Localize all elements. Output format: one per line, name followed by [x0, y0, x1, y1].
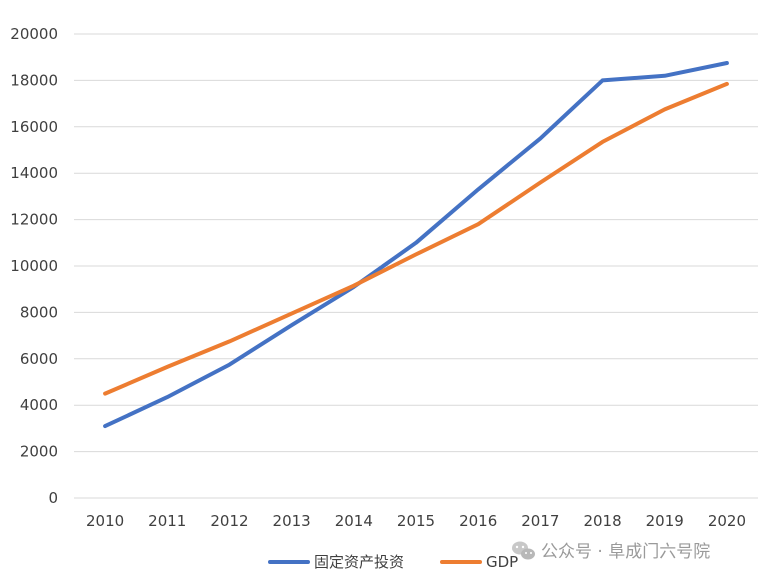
x-tick-label: 2016: [459, 512, 497, 530]
y-tick-label: 12000: [10, 211, 58, 229]
legend-entry-fixed-asset-investment: 固定资产投资: [268, 553, 404, 571]
watermark: 公众号 · 阜成门六号院: [512, 541, 710, 562]
y-tick-label: 4000: [20, 396, 58, 414]
series-line-fixed-asset-investment: [103, 61, 729, 429]
y-tick-label: 20000: [10, 25, 58, 43]
x-tick-label: 2014: [335, 512, 373, 530]
y-tick-label: 6000: [20, 350, 58, 368]
watermark-text: 公众号 · 阜成门六号院: [541, 542, 710, 562]
y-tick-label: 10000: [10, 257, 58, 275]
legend-label-gdp: GDP: [486, 553, 518, 571]
x-tick-label: 2019: [646, 512, 684, 530]
legend: 固定资产投资 GDP: [268, 553, 518, 571]
y-tick-label: 0: [48, 489, 58, 507]
x-tick-label: 2011: [148, 512, 186, 530]
y-axis-ticks: 0 2000 4000 6000 8000 10000 12000 14000 16000 180…: [10, 25, 58, 507]
x-tick-label: 2020: [708, 512, 746, 530]
x-tick-label: 2012: [210, 512, 248, 530]
legend-entry-gdp: GDP: [440, 553, 518, 571]
legend-label-fixed-asset-investment: 固定资产投资: [314, 553, 404, 571]
x-tick-label: 2015: [397, 512, 435, 530]
x-tick-label: 2018: [583, 512, 621, 530]
y-tick-label: 16000: [10, 118, 58, 136]
x-axis-ticks: 2010 2011 2012 2013 2014 2015 2016 2017 2018 2019…: [86, 512, 746, 530]
x-tick-label: 2013: [273, 512, 311, 530]
x-tick-label: 2017: [521, 512, 559, 530]
series-line-gdp: [103, 81, 729, 396]
y-tick-label: 14000: [10, 164, 58, 182]
series-lines: [103, 61, 729, 429]
y-tick-label: 18000: [10, 71, 58, 89]
x-tick-label: 2010: [86, 512, 124, 530]
wechat-icon: [512, 541, 535, 560]
y-tick-label: 2000: [20, 443, 58, 461]
y-tick-label: 8000: [20, 303, 58, 321]
